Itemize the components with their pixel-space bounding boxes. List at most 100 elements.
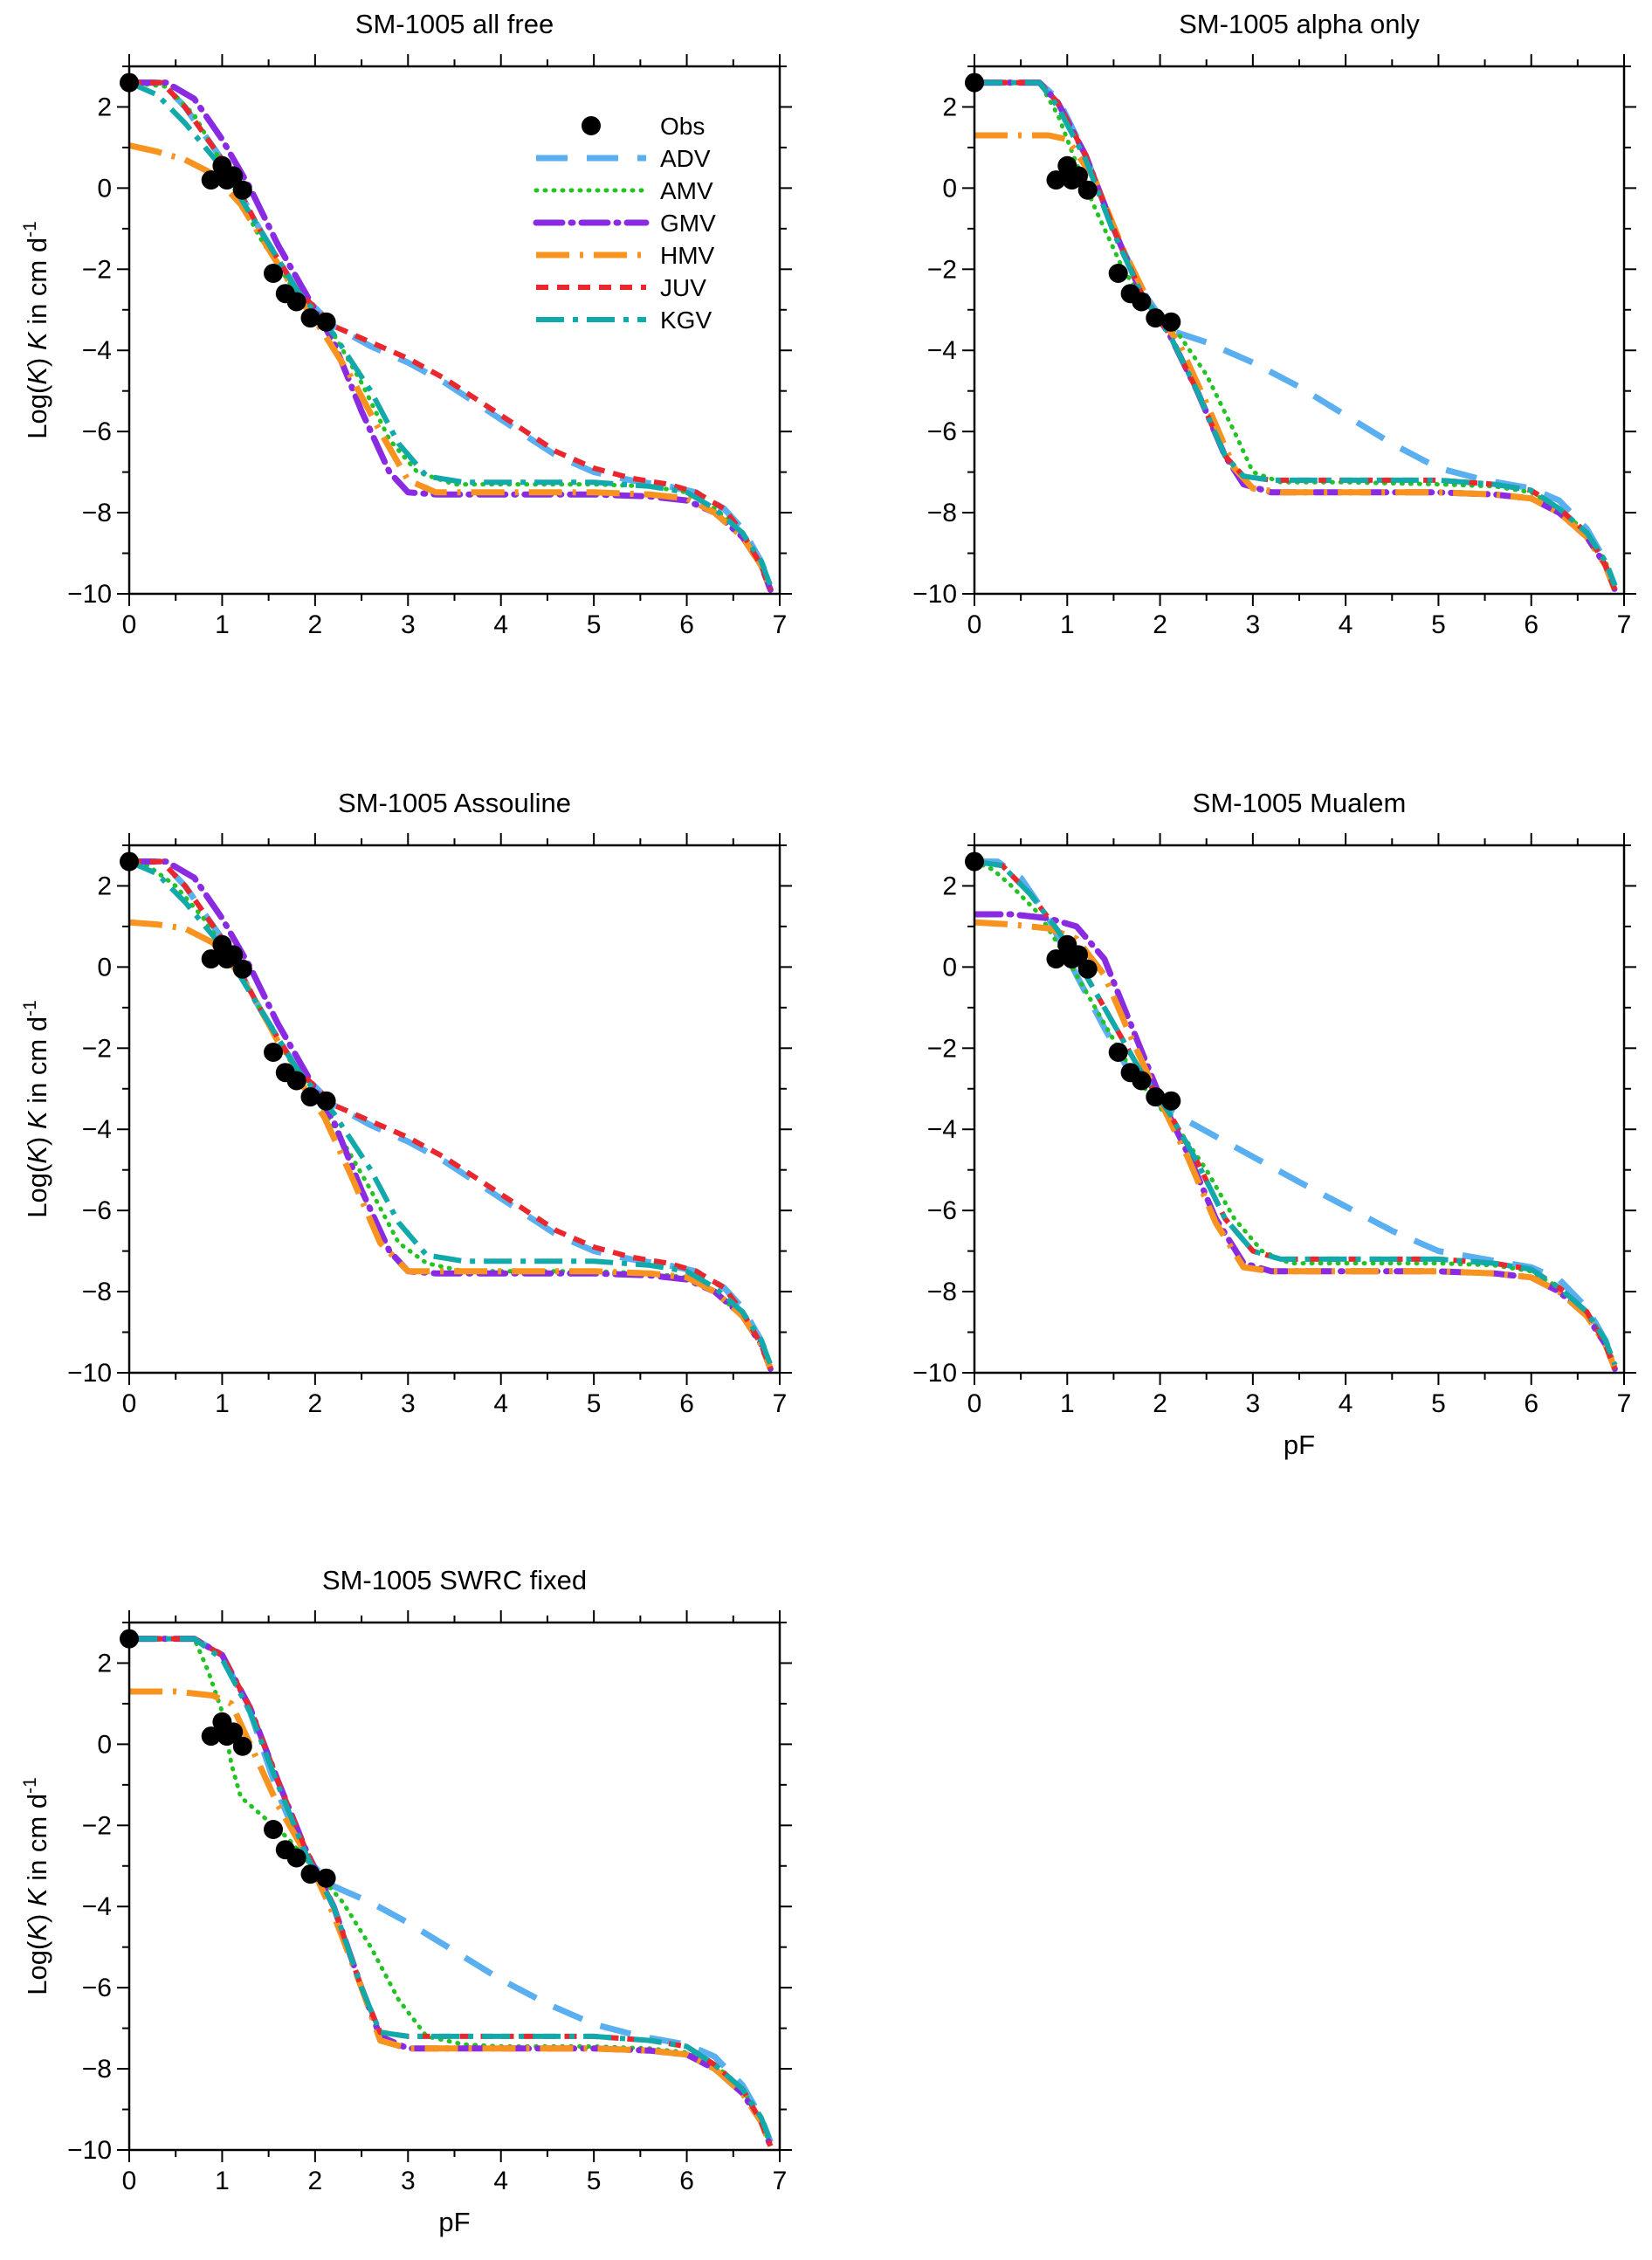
legend-label: ADV [660,145,711,172]
obs-point [232,1736,252,1756]
obs-point [1132,292,1152,312]
obs-point [300,308,320,328]
legend-item-obs: Obs [582,113,705,140]
series-group [129,1636,774,2149]
obs-point [264,1820,283,1839]
obs-point [224,1722,244,1742]
obs-point [224,945,244,965]
obs-point [286,1848,306,1868]
series-line-hmv [129,142,774,591]
y-tick-label: −8 [82,499,112,527]
legend-item-adv: ADV [536,145,711,172]
x-tick-label: 2 [1153,1389,1167,1418]
x-tick-label: 3 [401,610,416,639]
x-tick-label: 5 [1431,610,1446,639]
legend-item-gmv: GMV [533,210,716,237]
chart-panel-1: 0 1 2 3 4 5 6 7 2 0 −2 −4 −6 −8 −10 SM-1005 all free Log… [20,9,792,639]
legend-item-hmv: HMV [536,242,715,269]
y-tick-label: −2 [927,255,957,284]
y-tick-label: −2 [927,1034,957,1063]
chart-panel-5: 0 1 2 3 4 5 6 7 2 0 −2 −4 −6 −8 −10 SM-1005 SWRC fixed p… [20,1565,792,2237]
chart-panel-3: 0 1 2 3 4 5 6 7 2 0 −2 −4 −6 −8 −10 SM-1005 Assouline Lo… [20,788,792,1418]
x-tick-label: 5 [587,2167,602,2195]
x-tick-label: 4 [1339,610,1353,639]
y-tick-label: 2 [97,872,112,900]
obs-point [300,1864,320,1884]
y-tick-label: −4 [82,336,112,365]
y-tick-label: 2 [97,1649,112,1678]
obs-point [1146,1087,1166,1107]
y-tick-label: 0 [97,1730,112,1759]
y-tick-label: −4 [927,1115,957,1144]
obs-point [1108,1043,1128,1062]
tick-marks [962,833,1636,1385]
obs-point [1077,959,1098,979]
obs-point [1069,166,1088,186]
legend: Obs ADV AMV GMV HMV JUV KGV [533,113,716,334]
y-tick-label: −2 [82,1034,112,1063]
series-line-kgv [129,1636,774,2143]
series-line-hmv [129,1688,774,2147]
obs-point [286,292,306,312]
legend-label: JUV [660,274,706,301]
legend-label: AMV [660,177,713,204]
obs-point [232,959,252,979]
y-tick-label: −10 [67,580,112,609]
y-tick-label: 0 [942,953,957,982]
obs-point [264,264,283,283]
x-tick-label: 7 [1617,610,1632,639]
legend-label: HMV [660,242,715,269]
series-line-adv [974,858,1618,1366]
x-tick-label: 3 [1246,610,1261,639]
x-tick-label: 5 [587,1389,602,1418]
x-axis-label: pF [1284,1430,1315,1460]
y-tick-label: −6 [927,417,957,446]
plot-frame [973,65,1626,596]
tick-marks [117,1610,792,2162]
obs-point [232,180,252,200]
y-tick-label: 0 [942,174,957,203]
y-tick-label: −10 [67,2136,112,2165]
y-tick-label: −6 [927,1196,957,1225]
y-tick-label: −4 [82,1115,112,1144]
x-tick-label: 7 [1617,1389,1632,1418]
obs-point [201,949,221,969]
legend-item-amv: AMV [533,177,713,204]
y-tick-label: −6 [82,417,112,446]
x-tick-label: 4 [493,2167,508,2195]
y-tick-label: −4 [82,1892,112,1921]
chart-panel-4: 0 1 2 3 4 5 6 7 2 0 −2 −4 −6 −8 −10 SM-1005 Mualem pF [912,788,1636,1460]
series-line-kgv [974,79,1618,587]
x-tick-label: 6 [679,1389,694,1418]
x-tick-label: 4 [493,1389,508,1418]
x-tick-label: 1 [215,2167,230,2195]
y-axis-label: Log(K) K in cm d-1 [20,221,52,439]
obs-point [1161,1091,1181,1111]
x-tick-label: 2 [308,610,323,639]
y-tick-label: 0 [97,953,112,982]
y-tick-label: −2 [82,255,112,284]
x-tick-label: 1 [215,610,230,639]
tick-marks [962,54,1636,606]
y-tick-label: −8 [82,2055,112,2084]
x-tick-label: 0 [122,2167,137,2195]
obs-point [286,1071,306,1091]
y-tick-label: 2 [942,93,957,121]
x-tick-label: 7 [773,610,788,639]
chart-title: SM-1005 Mualem [1193,788,1407,818]
y-tick-label: −10 [912,1359,957,1388]
y-tick-label: −10 [912,580,957,609]
x-tick-label: 1 [215,1389,230,1418]
obs-point [316,1868,336,1888]
y-tick-label: 2 [97,93,112,121]
chart-title: SM-1005 SWRC fixed [322,1565,587,1595]
chart-title: SM-1005 Assouline [338,788,571,818]
x-tick-label: 2 [308,2167,323,2195]
x-tick-label: 0 [967,610,982,639]
y-tick-label: −6 [82,1974,112,2002]
chart-panel-2: 0 1 2 3 4 5 6 7 2 0 −2 −4 −6 −8 −10 SM-1005 alpha only [912,9,1636,639]
x-tick-label: 3 [1246,1389,1261,1418]
x-tick-label: 1 [1060,1389,1075,1418]
x-tick-label: 2 [1153,610,1167,639]
